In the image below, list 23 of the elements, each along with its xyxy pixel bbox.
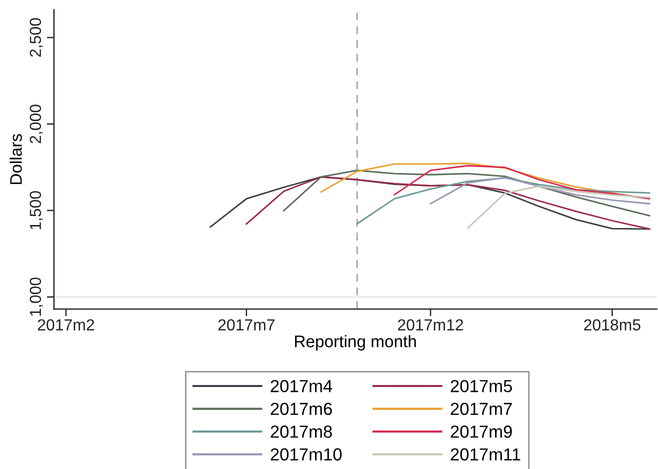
line-series (282, 170, 650, 216)
line-series (394, 164, 650, 200)
legend-label: 2017m6 (270, 402, 332, 416)
y-tick-label: 1,000 (30, 278, 43, 316)
legend-label: 2017m9 (450, 426, 512, 438)
y-axis-title: Dollars (10, 134, 22, 184)
legend-label: 2017m8 (270, 426, 332, 438)
y-tick-label: 2,000 (30, 104, 43, 144)
line-series (356, 177, 650, 225)
y-tick-label: 2,500 (30, 18, 43, 57)
legend-label: 2017m7 (450, 402, 512, 416)
line-series (467, 186, 650, 229)
legend-label: 2017m4 (270, 380, 332, 392)
legend-label: 2017m11 (450, 448, 520, 461)
x-tick-label: 2017m12 (398, 319, 464, 331)
x-tick-label: 2017m7 (218, 319, 275, 331)
x-tick-label: 2018m5 (584, 319, 640, 331)
legend-label: 2017m5 (450, 380, 512, 392)
x-axis-title: Reporting month (295, 335, 416, 351)
line-series (430, 176, 650, 205)
y-tick-label: 1,500 (30, 191, 43, 230)
legend-label: 2017m10 (270, 448, 342, 461)
x-tick-label: 2017m2 (38, 319, 94, 331)
